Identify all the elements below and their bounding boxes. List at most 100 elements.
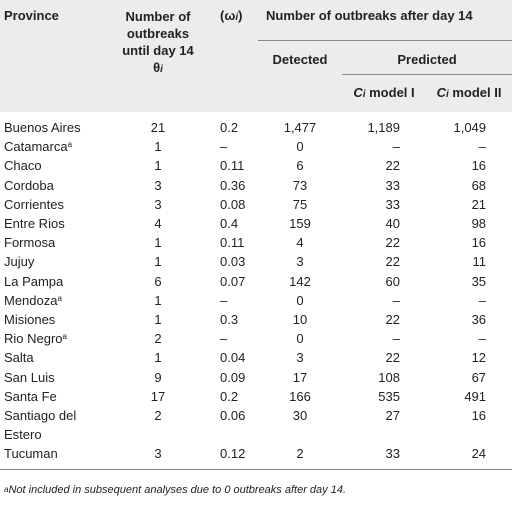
table-row: Rio Negroa 2 – 0 – – [0,329,512,348]
outbreaks-until-cell: 2 [154,331,162,347]
theta-symbol: θi [153,60,163,75]
model-2-cell: – [478,139,487,155]
detected-cell: 166 [289,388,311,404]
header-model-2: Ci model II [426,73,512,112]
footnote-marker: a [62,332,67,342]
table-row: San Luis 9 0.09 17 108 67 [0,367,512,386]
table-row: Corrientes 3 0.08 75 33 21 [0,195,512,214]
outbreaks-until-cell: 4 [154,216,162,232]
model-2-cell: 16 [471,407,487,423]
detected-cell: 73 [292,177,308,193]
table-row: Tucuman 3 0.12 2 33 24 [0,444,512,463]
detected-cell: 159 [289,216,311,232]
table-row: Salta 1 0.04 3 22 12 [0,348,512,367]
table-row: Catamarcaa 1 – 0 – – [0,137,512,156]
table-row: Estero [0,425,512,444]
province-cell: San Luis [4,369,55,385]
province-cell: Santa Fe [4,388,57,404]
outbreaks-until-cell: 1 [154,292,162,308]
omega-cell: 0.04 [220,350,246,366]
header-predicted: Predicted [342,39,512,74]
model-2-cell: 21 [471,196,487,212]
table-row: Buenos Aires 21 0.2 1,477 1,189 1,049 [0,118,512,137]
omega-cell: – [220,292,228,308]
omega-cell: 0.03 [220,254,246,270]
model-2-cell: 491 [464,388,487,404]
model-2-cell: 24 [471,446,487,462]
detected-cell: 17 [292,369,308,385]
header-outbreaks-until: Number of outbreaks until day 14 θi [122,9,194,75]
outbreaks-until-cell: 1 [154,311,162,327]
table-row: Chaco 1 0.11 6 22 16 [0,156,512,175]
model-1-cell: – [392,331,400,347]
omega-cell: 0.11 [220,235,245,251]
province-cell: La Pampa [4,273,64,289]
model-1-cell: 22 [385,311,400,327]
outbreaks-until-cell: 21 [150,120,166,136]
omega-cell: 0.12 [220,446,246,462]
model-1-cell: 33 [385,446,400,462]
omega-cell: 0.2 [220,388,239,404]
model-1-cell: 1,189 [367,120,400,136]
table-row: Cordoba 3 0.36 73 33 68 [0,176,512,195]
detected-cell: 0 [296,331,304,347]
outbreaks-until-cell: 3 [154,196,162,212]
model-2-cell: 67 [471,369,487,385]
model-1-cell: 22 [385,158,400,174]
outbreaks-table: Province Number of outbreaks until day 1… [0,0,512,470]
table-row: Entre Rios 4 0.4 159 40 98 [0,214,512,233]
detected-cell: 0 [296,139,304,155]
omega-cell: – [220,331,228,347]
header-province: Province [4,8,59,23]
model-1-cell: 60 [385,273,400,289]
detected-cell: 3 [296,254,304,270]
outbreaks-until-cell: 3 [154,446,162,462]
detected-cell: 6 [296,158,304,174]
province-cell: Estero [4,427,42,443]
province-cell: Rio Negroa [4,331,67,347]
province-cell: Mendozaa [4,292,62,308]
province-cell: Tucuman [4,446,58,462]
model-1-cell: 22 [385,350,400,366]
province-cell: Santiago del [4,407,77,423]
model-1-cell: 535 [378,388,400,404]
model-2-cell: 1,049 [453,120,487,136]
province-cell: Formosa [4,235,56,251]
model-2-cell [426,425,512,444]
omega-cell: 0.07 [220,273,246,289]
outbreaks-until-cell: 1 [154,235,162,251]
table-row: Santiago del 2 0.06 30 27 16 [0,406,512,425]
model-2-cell: 16 [471,235,487,251]
header-detected: Detected [258,39,342,112]
detected-cell: 1,477 [283,120,317,136]
omega-cell: 0.08 [220,196,246,212]
model-1-cell: 27 [385,407,400,423]
omega-cell: 0.4 [220,216,239,232]
detected-cell: 75 [292,196,308,212]
omega-cell: 0.09 [220,369,246,385]
model-1-cell: 22 [385,235,400,251]
footnote-marker: a [67,140,73,150]
model-1-cell: – [392,292,400,308]
province-cell: Buenos Aires [4,120,81,136]
outbreaks-until-cell: 2 [154,407,162,423]
outbreaks-until-cell: 3 [154,177,162,193]
omega-cell: 0.3 [220,311,239,327]
province-cell: Cordoba [4,177,54,193]
header-omega: (ωi) [220,8,243,23]
outbreaks-until-cell [108,425,208,444]
province-cell: Catamarcaa [4,139,73,155]
detected-cell: 3 [296,350,304,366]
province-cell: Corrientes [4,196,64,212]
omega-cell: – [220,139,228,155]
model-2-cell: 98 [471,216,487,232]
province-cell: Jujuy [4,254,35,270]
model-2-cell: 36 [471,311,487,327]
model-1-cell: 33 [385,196,400,212]
table-row: Formosa 1 0.11 4 22 16 [0,233,512,252]
province-cell: Salta [4,350,34,366]
table-row: Mendozaa 1 – 0 – – [0,291,512,310]
model-2-cell: – [478,292,487,308]
province-cell: Entre Rios [4,216,65,232]
outbreaks-until-cell: 1 [154,350,162,366]
